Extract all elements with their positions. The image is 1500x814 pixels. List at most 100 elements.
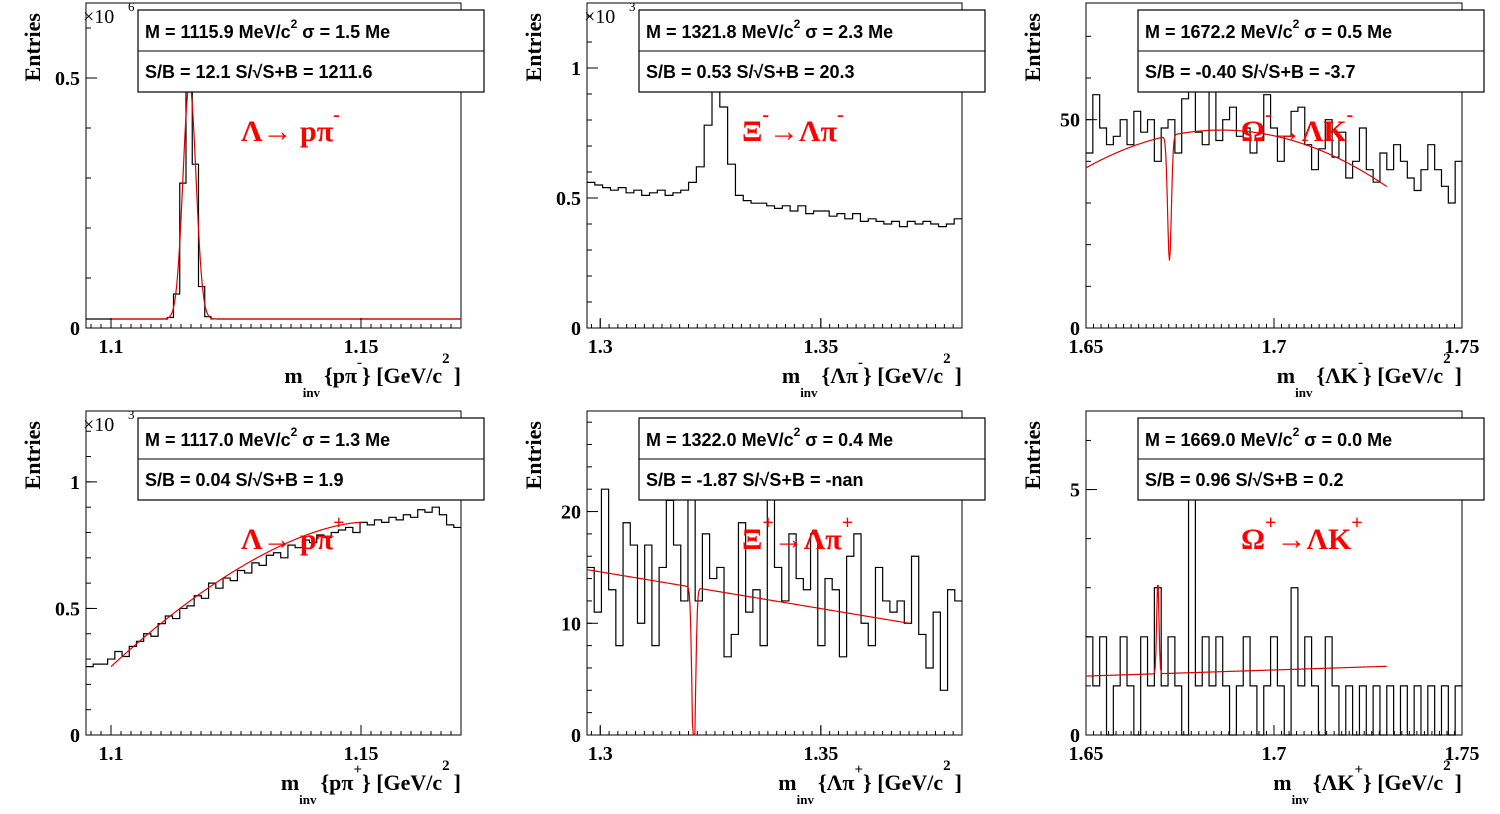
x-axis-label-part: m — [284, 363, 302, 388]
x-axis-label-part: 2 — [943, 351, 951, 367]
decay-label-part: Λ→ pπ — [241, 523, 334, 556]
y-tick-label: 20 — [561, 502, 581, 524]
y-tick-label: 0 — [1070, 318, 1080, 340]
decay-label-part: - — [1347, 104, 1354, 126]
decay-label-part: - — [762, 104, 769, 126]
stats-mass-part: 2 — [1293, 17, 1300, 31]
stats-mass-line: M = 1115.9 MeV/c2 σ = 1.5 Me — [145, 17, 390, 42]
decay-label-part: + — [1351, 512, 1362, 534]
x-axis-label-part: {ΛK — [1313, 770, 1355, 795]
stats-significance-line: S/B = 0.53 S/√S+B = 20.3 — [646, 62, 855, 82]
histogram — [86, 68, 461, 320]
axis-exponent: ×10 — [584, 6, 615, 28]
fit-curve — [1085, 129, 1388, 261]
x-axis-label: minv{pπ-} [GeV/c2] — [284, 351, 461, 400]
stats-mass-part: 2 — [291, 17, 298, 31]
x-axis-label-part: ] — [1455, 363, 1462, 388]
x-axis-label-part: inv — [299, 792, 317, 807]
x-tick-label: 1.7 — [1262, 743, 1287, 765]
decay-label-part: + — [1265, 512, 1276, 534]
x-axis-label-part: {ΛK — [1316, 363, 1358, 388]
x-tick-label: 1.7 — [1262, 336, 1287, 358]
stats-mass-line: M = 1321.8 MeV/c2 σ = 2.3 Me — [646, 17, 893, 42]
stats-mass-part: σ = 0.0 Me — [1299, 430, 1392, 450]
x-tick-label: 1.3 — [588, 336, 613, 358]
stats-mass-part: M = 1669.0 MeV/c — [1145, 430, 1293, 450]
axis-exponent: ×10 — [83, 6, 114, 28]
decay-label-part: Ξ — [742, 115, 762, 148]
x-axis-label-part: m — [1273, 770, 1291, 795]
histogram — [1086, 77, 1462, 204]
stats-mass-part: σ = 0.4 Me — [800, 430, 893, 450]
axis-exponent: ×10 — [83, 414, 114, 436]
stats-mass-part: σ = 1.3 Me — [297, 430, 390, 450]
histogram — [1086, 488, 1462, 736]
x-axis-label-part: {Λπ — [818, 770, 855, 795]
decay-label-part: - — [333, 104, 340, 126]
x-axis-label-part: inv — [1295, 385, 1313, 400]
y-tick-label: 0 — [571, 725, 581, 747]
x-axis-label: minv{ΛK-} [GeV/c2] — [1277, 351, 1462, 400]
x-axis-label-part: - — [1358, 355, 1363, 371]
x-axis-label-part: - — [357, 355, 362, 371]
x-axis-label-part: m — [1277, 363, 1295, 388]
x-axis-label-part: + — [1354, 762, 1363, 778]
stats-mass-line: M = 1117.0 MeV/c2 σ = 1.3 Me — [145, 425, 390, 450]
y-tick-label: 0.5 — [55, 68, 80, 90]
x-tick-label: 1.65 — [1069, 336, 1104, 358]
histogram — [86, 506, 461, 668]
y-tick-label: 50 — [1060, 110, 1080, 132]
histogram — [587, 488, 962, 691]
x-axis-label-part: + — [854, 762, 863, 778]
x-axis-label-part: {Λπ — [822, 363, 859, 388]
y-axis-label: Entries — [521, 421, 546, 490]
stats-mass-part: 2 — [291, 425, 298, 439]
x-axis-label-part: m — [778, 770, 796, 795]
x-axis-label-part: ] — [955, 770, 962, 795]
y-tick-label: 1 — [571, 58, 581, 80]
y-tick-label: 0 — [571, 318, 581, 340]
decay-label-part: + — [333, 512, 344, 534]
x-tick-label: 1.65 — [1069, 743, 1104, 765]
y-tick-label: 0 — [70, 318, 80, 340]
x-tick-label: 1.1 — [99, 336, 124, 358]
x-axis-label-part: } [GeV/c — [1363, 363, 1443, 388]
stats-mass-part: 2 — [794, 425, 801, 439]
x-axis-label-part: ] — [454, 363, 461, 388]
x-axis-label-part: + — [353, 762, 362, 778]
stats-mass-part: σ = 2.3 Me — [800, 22, 893, 42]
stats-mass-line: M = 1672.2 MeV/c2 σ = 0.5 Me — [1145, 17, 1392, 42]
x-tick-label: 1.75 — [1445, 336, 1480, 358]
plot-frame — [85, 2, 462, 329]
x-axis-label-part: 2 — [442, 351, 450, 367]
stats-mass-part: M = 1117.0 MeV/c — [145, 430, 291, 450]
x-axis-label-part: {pπ — [324, 363, 357, 388]
axis-exponent-power: 3 — [128, 407, 135, 422]
decay-label-part: + — [842, 512, 853, 534]
fit-curve — [111, 82, 461, 320]
y-axis-label: Entries — [1020, 13, 1045, 82]
decay-label-part: Ω — [1241, 115, 1265, 148]
fit-curve — [1085, 584, 1387, 677]
y-tick-label: 1 — [70, 472, 80, 494]
stats-significance-line: S/B = 0.04 S/√S+B = 1.9 — [145, 470, 344, 490]
x-tick-label: 1.3 — [588, 743, 613, 765]
x-axis-label: minv{ΛK+} [GeV/c2] — [1273, 758, 1462, 807]
decay-label: Ξ-→Λπ- — [742, 104, 844, 148]
x-axis-label-part: ] — [955, 363, 962, 388]
x-axis-label: minv{Λπ+} [GeV/c2] — [778, 758, 962, 807]
stats-mass-part: 2 — [794, 17, 801, 31]
x-axis-label-part: ] — [1455, 770, 1462, 795]
fit-curve — [586, 569, 910, 736]
y-tick-label: 0.5 — [556, 188, 581, 210]
axis-exponent-power: 6 — [128, 0, 135, 14]
x-axis-label-part: inv — [800, 385, 818, 400]
decay-label: Ω-→ΛK- — [1241, 104, 1353, 148]
x-axis-label-part: } [GeV/c — [362, 363, 442, 388]
x-axis-label: minv {Λπ-} [GeV/c2] — [782, 351, 962, 400]
x-axis-label-part: 2 — [442, 758, 450, 774]
